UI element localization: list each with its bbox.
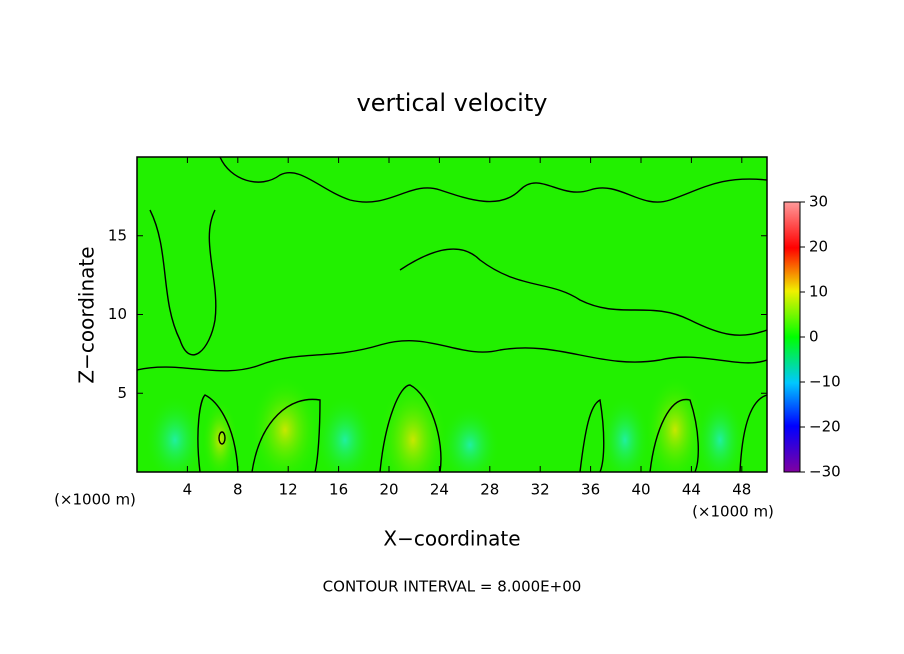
chart-title: vertical velocity	[357, 89, 548, 117]
colorbar-tick-label: 20	[809, 238, 828, 256]
annotation: CONTOUR INTERVAL = 8.000E+00	[323, 578, 582, 596]
colorbar-tick-label: 10	[809, 283, 828, 301]
x-tick-label: 20	[379, 481, 398, 499]
x-tick-label: 36	[581, 481, 600, 499]
colorbar-tick-label: −10	[809, 373, 841, 391]
colorbar-tick-label: 0	[809, 328, 819, 346]
y-tick-label: 10	[108, 305, 127, 323]
x-tick-label: 4	[183, 481, 193, 499]
y-tick-label: 5	[117, 384, 127, 402]
x-tick-label: 44	[682, 481, 701, 499]
colorbar-tick-label: −20	[809, 418, 841, 436]
y-unit: (×1000 m)	[54, 491, 136, 509]
x-tick-label: 8	[233, 481, 243, 499]
x-tick-label: 32	[531, 481, 550, 499]
field	[137, 157, 767, 472]
x-axis-label: X−coordinate	[383, 527, 520, 551]
colorbar-tick-label: 30	[809, 193, 828, 211]
colorbar-tick-label: −30	[809, 463, 841, 481]
y-tick-label: 15	[108, 226, 127, 244]
x-tick-label: 40	[631, 481, 650, 499]
x-unit: (×1000 m)	[692, 503, 774, 521]
x-tick-label: 24	[430, 481, 449, 499]
x-tick-label: 12	[279, 481, 298, 499]
colorbar	[783, 201, 801, 473]
y-axis-label: Z−coordinate	[75, 246, 99, 383]
x-tick-label: 28	[480, 481, 499, 499]
x-tick-label: 48	[732, 481, 751, 499]
x-tick-label: 16	[329, 481, 348, 499]
